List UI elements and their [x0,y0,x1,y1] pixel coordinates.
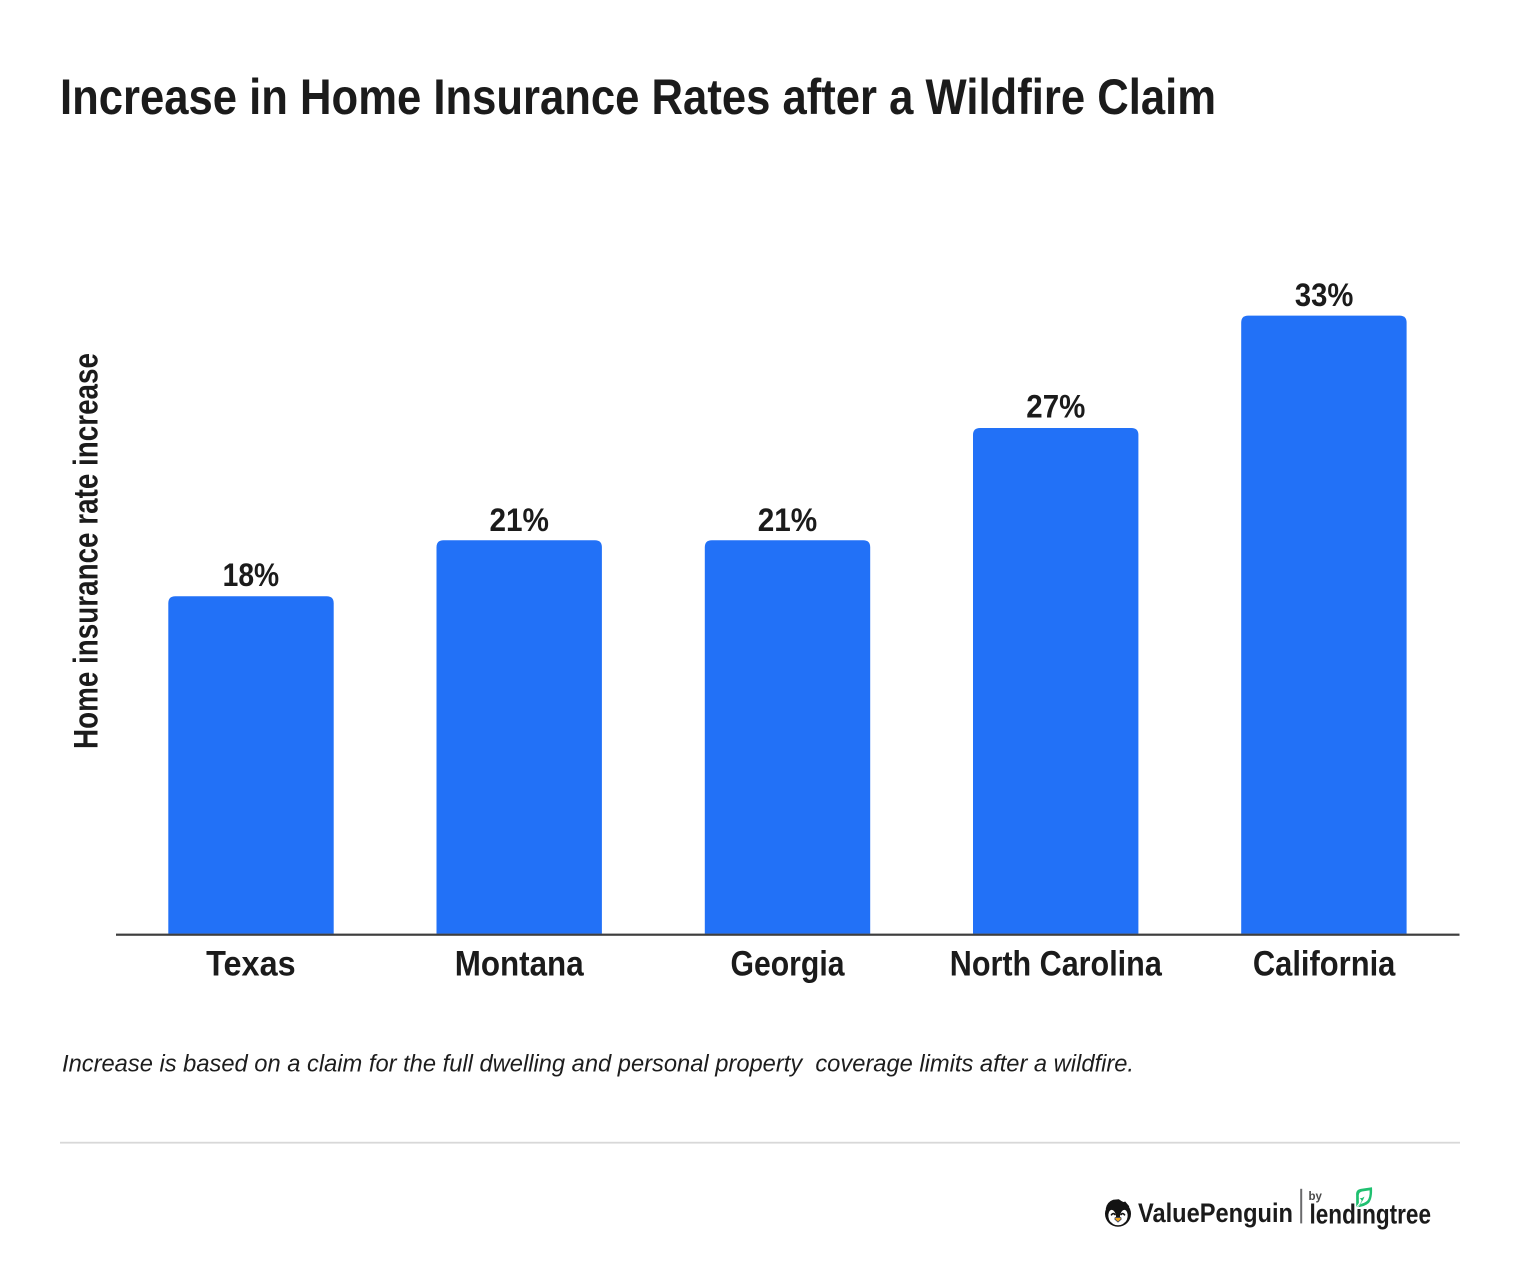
svg-text:Georgia: Georgia [731,944,845,983]
svg-text:21%: 21% [489,502,549,538]
svg-text:Increase in Home Insurance Rat: Increase in Home Insurance Rates after a… [60,68,1216,125]
svg-text:California: California [1253,944,1396,983]
svg-text:North Carolina: North Carolina [950,944,1162,983]
svg-text:Montana: Montana [455,944,584,983]
svg-text:by: by [1309,1191,1323,1203]
svg-text:18%: 18% [223,557,280,593]
svg-text:ValuePenguin: ValuePenguin [1138,1198,1293,1228]
svg-text:Increase is based on a claim f: Increase is based on a claim for the ful… [62,1051,1134,1078]
svg-text:Home insurance rate increase: Home insurance rate increase [68,353,106,749]
svg-text:lendıngtree: lendıngtree [1310,1198,1432,1229]
svg-text:21%: 21% [758,502,818,538]
svg-text:Texas: Texas [206,944,296,983]
svg-text:27%: 27% [1026,389,1085,425]
svg-text:33%: 33% [1295,277,1354,313]
